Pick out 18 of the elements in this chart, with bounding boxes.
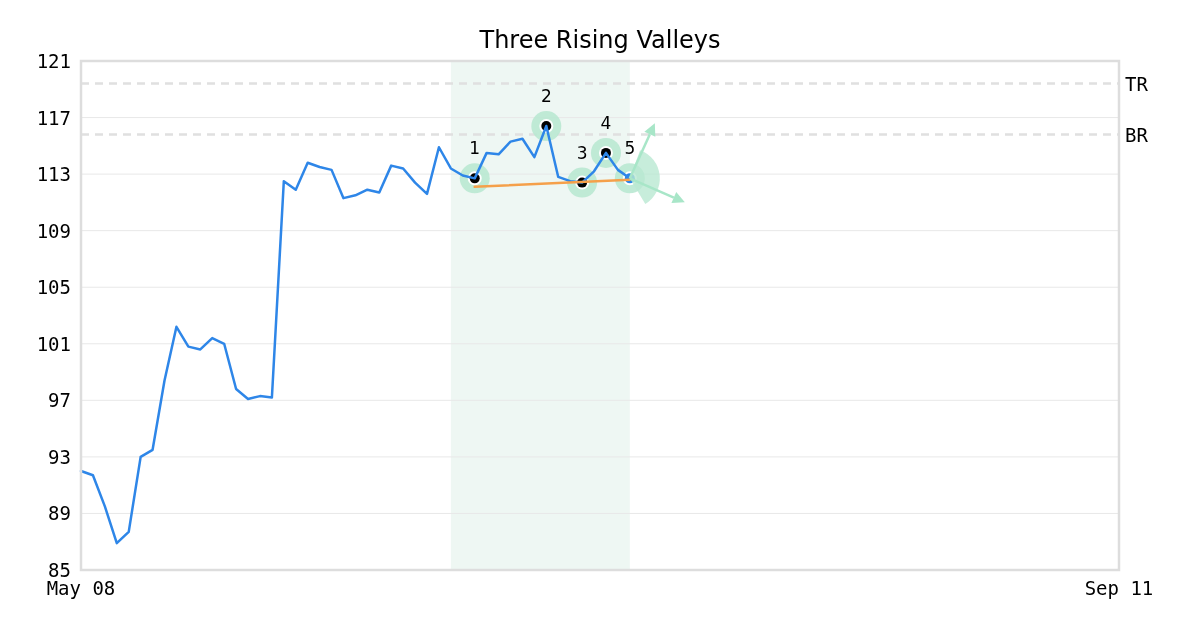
chart-title: Three Rising Valleys	[478, 26, 721, 54]
x-tick-label: Sep 11	[1084, 577, 1154, 599]
annotation: 2	[540, 86, 552, 107]
annotation: 1	[469, 138, 481, 159]
y-tick-label: 89	[48, 502, 71, 525]
y-tick-label: 109	[36, 219, 71, 242]
annotation: 3	[576, 142, 588, 163]
y-tick-label: 121	[36, 50, 71, 72]
y-tick-label: 93	[48, 445, 71, 468]
y-tick-label: 105	[36, 276, 71, 299]
ref-line-label: TR	[1125, 72, 1149, 95]
y-tick-label: 101	[36, 332, 71, 355]
y-tick-label: 97	[48, 389, 71, 412]
y-tick-label: 113	[36, 163, 71, 186]
y-tick-label: 117	[36, 106, 71, 129]
annotation: 5	[624, 138, 636, 159]
ref-line-label: BR	[1125, 123, 1149, 146]
annotation: 4	[600, 112, 612, 133]
